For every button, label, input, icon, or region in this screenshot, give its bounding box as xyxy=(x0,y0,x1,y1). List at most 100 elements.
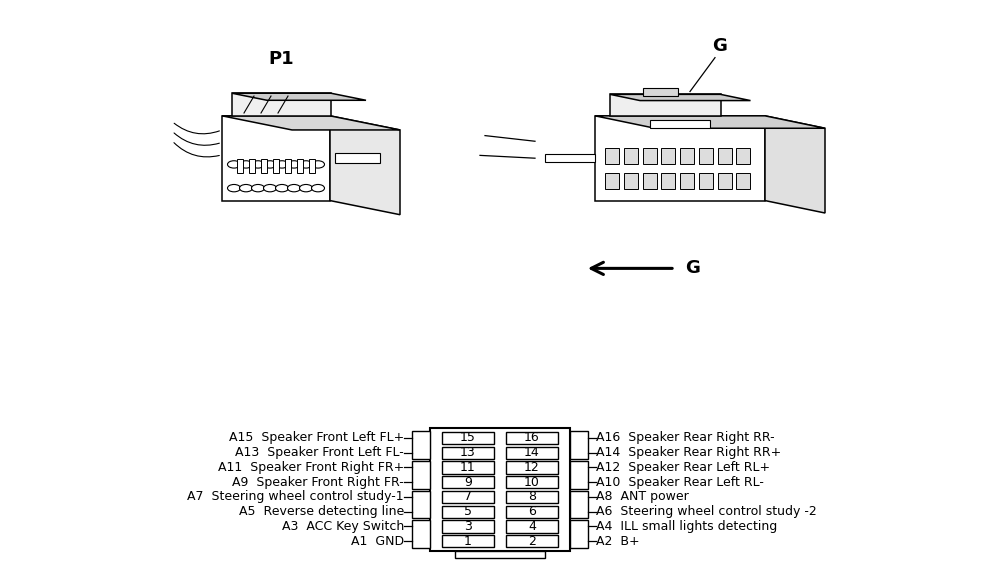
Bar xyxy=(412,520,430,547)
Bar xyxy=(680,148,694,164)
Bar xyxy=(736,148,750,164)
Circle shape xyxy=(228,184,240,192)
Text: 6: 6 xyxy=(528,505,536,518)
Circle shape xyxy=(276,160,288,168)
Bar xyxy=(442,520,494,533)
Text: A12  Speaker Rear Left RL+: A12 Speaker Rear Left RL+ xyxy=(596,461,770,474)
Bar xyxy=(570,432,588,459)
Bar xyxy=(661,148,675,164)
Polygon shape xyxy=(232,93,366,101)
Bar xyxy=(232,93,331,116)
Text: 2: 2 xyxy=(528,534,536,547)
Bar xyxy=(442,535,494,547)
Bar xyxy=(718,173,732,189)
Bar xyxy=(273,159,279,173)
Bar xyxy=(442,461,494,473)
Bar xyxy=(442,476,494,488)
Text: 16: 16 xyxy=(524,431,540,445)
Text: G: G xyxy=(713,37,727,55)
Bar xyxy=(442,446,494,459)
Bar xyxy=(249,159,255,173)
Text: A10  Speaker Rear Left RL-: A10 Speaker Rear Left RL- xyxy=(596,476,764,489)
Text: A13  Speaker Front Left FL-: A13 Speaker Front Left FL- xyxy=(235,446,404,459)
Bar xyxy=(285,159,291,173)
Bar xyxy=(595,116,765,201)
Bar xyxy=(506,491,558,503)
Bar xyxy=(506,432,558,444)
Text: A3  ACC Key Switch: A3 ACC Key Switch xyxy=(282,520,404,533)
Text: A2  B+: A2 B+ xyxy=(596,534,640,547)
Bar xyxy=(506,461,558,473)
Text: 11: 11 xyxy=(460,461,476,474)
Circle shape xyxy=(288,184,300,192)
Text: 7: 7 xyxy=(464,490,472,503)
Bar xyxy=(680,173,694,189)
Bar xyxy=(506,506,558,518)
Text: 9: 9 xyxy=(464,476,472,489)
Text: 5: 5 xyxy=(464,505,472,518)
Bar xyxy=(412,432,430,459)
Bar xyxy=(237,159,243,173)
Bar xyxy=(545,154,595,162)
Bar xyxy=(442,491,494,503)
Bar xyxy=(222,116,330,201)
Bar xyxy=(570,490,588,518)
Bar xyxy=(506,520,558,533)
Bar xyxy=(430,428,570,551)
Text: A7  Steering wheel control study-1: A7 Steering wheel control study-1 xyxy=(187,490,404,503)
Bar xyxy=(605,173,619,189)
Text: 14: 14 xyxy=(524,446,540,459)
Text: A1  GND: A1 GND xyxy=(351,534,404,547)
Circle shape xyxy=(228,160,240,168)
Circle shape xyxy=(300,184,312,192)
Text: A4  ILL small lights detecting: A4 ILL small lights detecting xyxy=(596,520,777,533)
Bar xyxy=(506,446,558,459)
Bar xyxy=(610,94,720,116)
Bar xyxy=(624,148,638,164)
Text: G: G xyxy=(685,259,700,277)
Circle shape xyxy=(276,184,288,192)
Text: 4: 4 xyxy=(528,520,536,533)
Bar xyxy=(570,461,588,489)
Polygon shape xyxy=(330,116,400,215)
Circle shape xyxy=(240,184,252,192)
Bar xyxy=(642,148,656,164)
Bar xyxy=(297,159,303,173)
Bar xyxy=(650,120,710,128)
Circle shape xyxy=(300,160,312,168)
Bar xyxy=(506,535,558,547)
Text: 15: 15 xyxy=(460,431,476,445)
Text: 8: 8 xyxy=(528,490,536,503)
Bar xyxy=(699,173,713,189)
Bar xyxy=(455,551,545,558)
Text: 1: 1 xyxy=(464,534,472,547)
Text: A6  Steering wheel control study -2: A6 Steering wheel control study -2 xyxy=(596,505,817,518)
Text: 3: 3 xyxy=(464,520,472,533)
Bar xyxy=(736,173,750,189)
Circle shape xyxy=(312,160,324,168)
Text: 12: 12 xyxy=(524,461,540,474)
Bar xyxy=(718,148,732,164)
Bar xyxy=(506,476,558,488)
Bar xyxy=(412,461,430,489)
Text: 10: 10 xyxy=(524,476,540,489)
Bar xyxy=(643,88,678,96)
Circle shape xyxy=(252,160,264,168)
Bar xyxy=(661,173,675,189)
Text: A15  Speaker Front Left FL+: A15 Speaker Front Left FL+ xyxy=(229,431,404,445)
Text: A16  Speaker Rear Right RR-: A16 Speaker Rear Right RR- xyxy=(596,431,775,445)
Text: A5  Reverse detecting line: A5 Reverse detecting line xyxy=(239,505,404,518)
Bar xyxy=(442,432,494,444)
Text: A11  Speaker Front Right FR+: A11 Speaker Front Right FR+ xyxy=(218,461,404,474)
Polygon shape xyxy=(222,116,400,130)
Circle shape xyxy=(264,184,276,192)
Bar xyxy=(570,520,588,547)
Bar xyxy=(624,173,638,189)
Circle shape xyxy=(288,160,300,168)
Bar xyxy=(261,159,267,173)
Circle shape xyxy=(252,184,264,192)
Text: A14  Speaker Rear Right RR+: A14 Speaker Rear Right RR+ xyxy=(596,446,781,459)
Polygon shape xyxy=(610,94,750,101)
Bar xyxy=(605,148,619,164)
Text: A8  ANT power: A8 ANT power xyxy=(596,490,689,503)
